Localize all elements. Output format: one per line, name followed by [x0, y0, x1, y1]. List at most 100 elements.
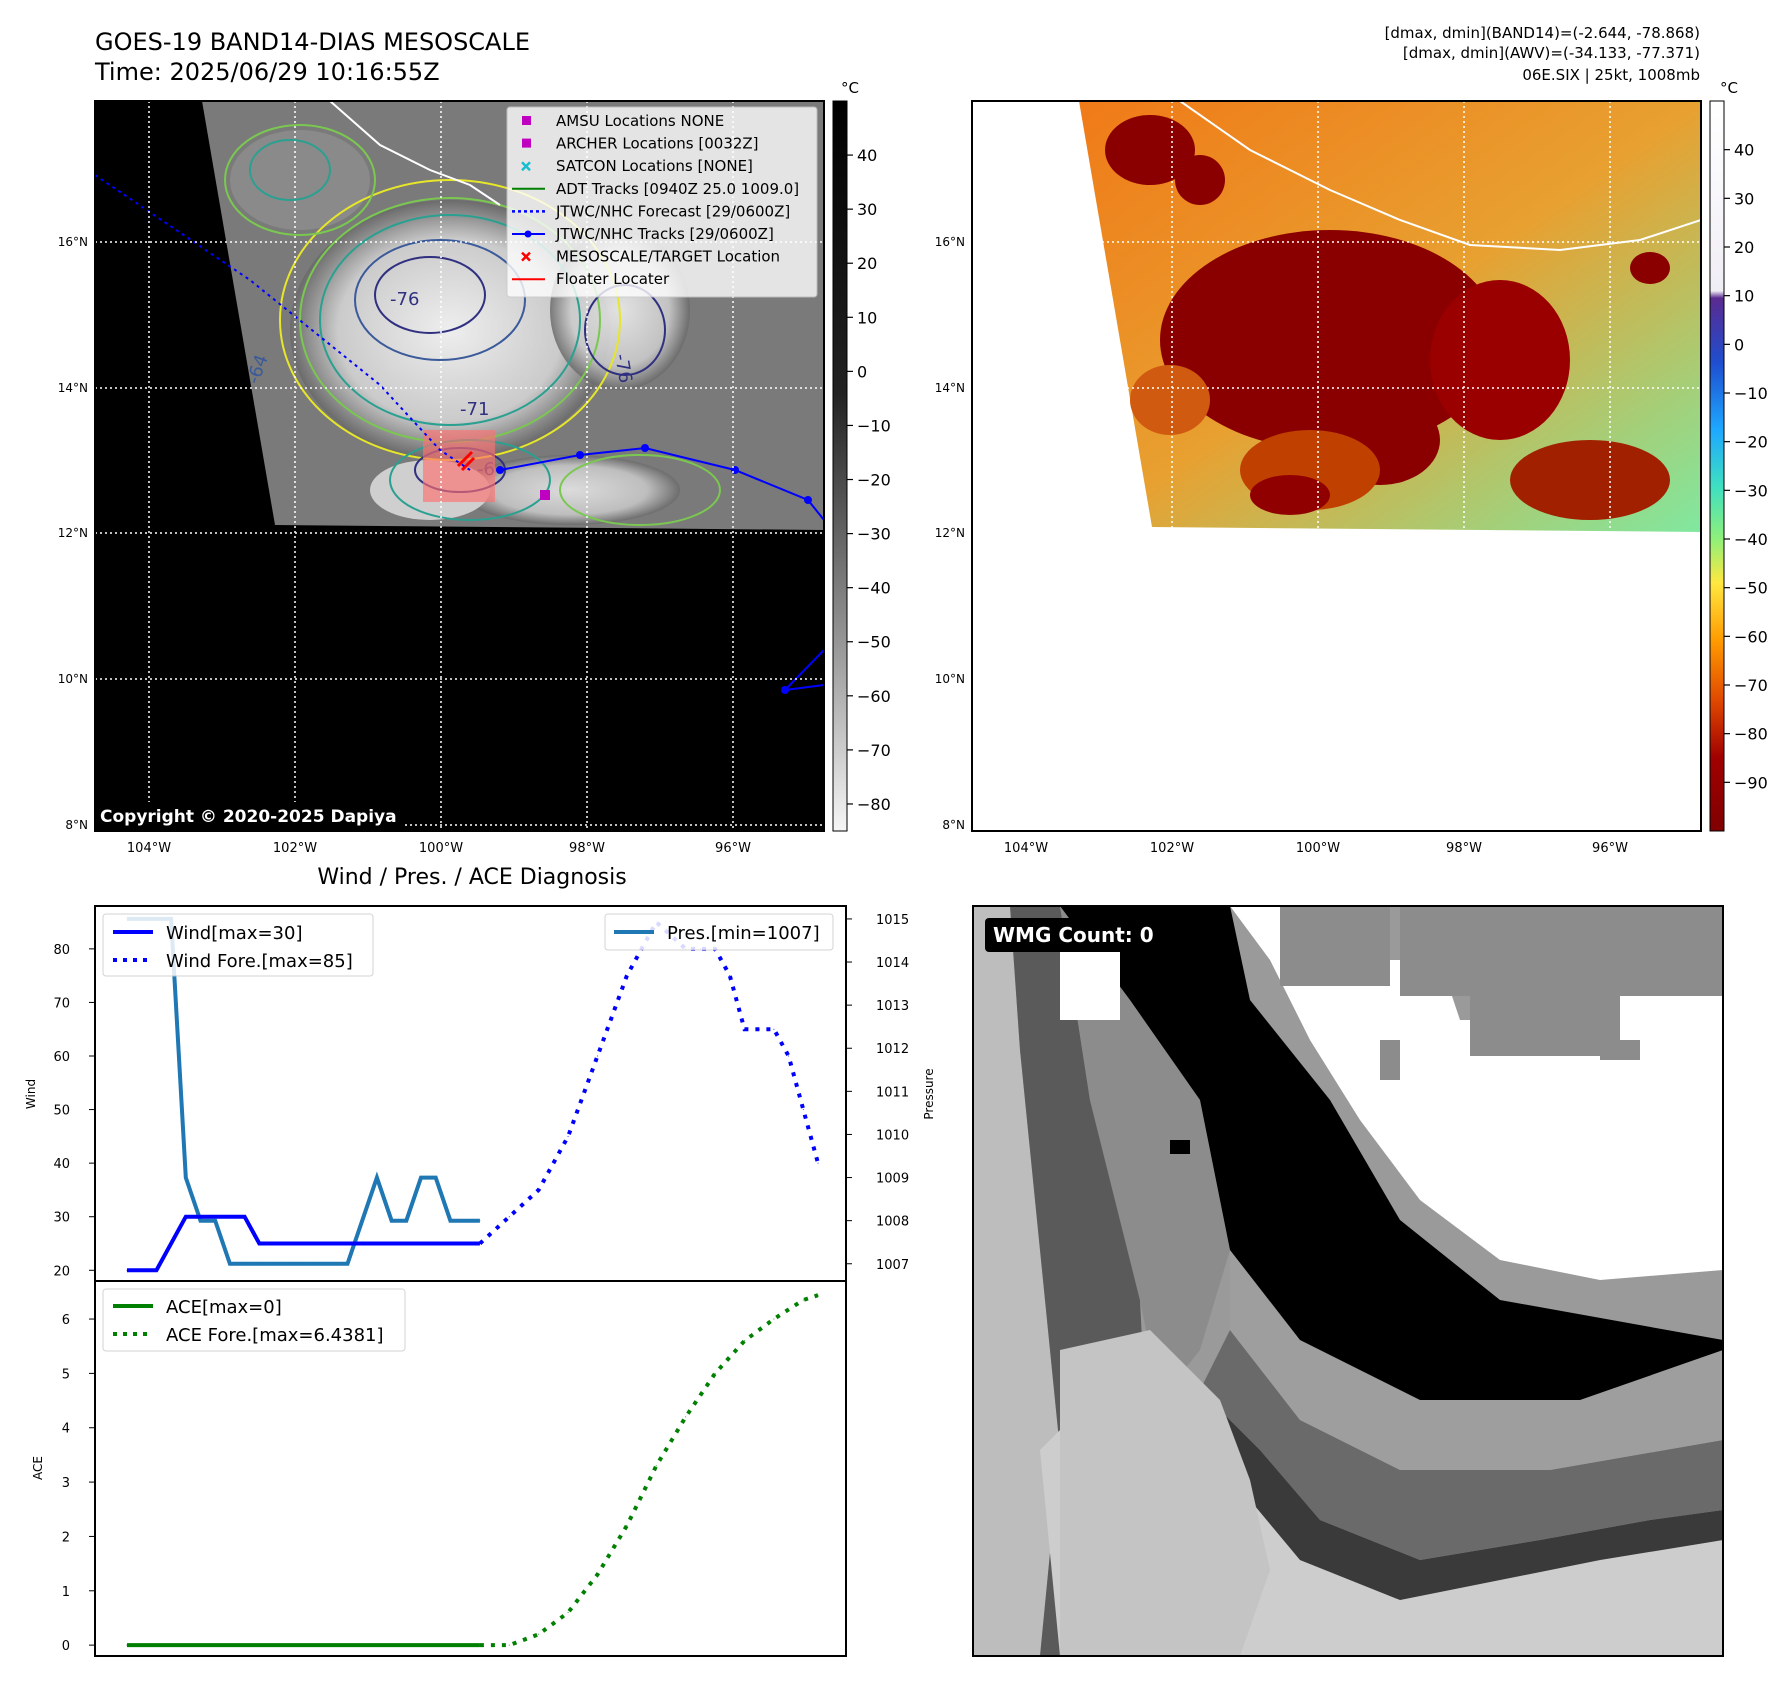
- lat-tick-14: 14°N: [58, 381, 88, 395]
- wind-ylabel: Wind: [24, 1079, 38, 1109]
- ace-tick: 2: [62, 1530, 70, 1545]
- figure-title: GOES-19 BAND14-DIAS MESOSCALE: [95, 28, 530, 56]
- lat-tick-8: 8°N: [65, 818, 88, 832]
- legend-entry: SATCON Locations [NONE]: [521, 157, 753, 175]
- wv-lat-tick-8: 8°N: [942, 818, 965, 832]
- wind-tick: 80: [53, 943, 70, 958]
- wv-colorbar-unit: °C: [1720, 79, 1738, 97]
- ace-panel: ACE 6 5 4 3 2 1 0 ACE[max=0] ACE Fore.[max=6.4…: [31, 1280, 847, 1657]
- ace-forecast-line-point: [817, 1294, 819, 1296]
- pressure-line-point: [449, 1220, 451, 1222]
- pressure-legend: Pres.[min=1007]: [604, 913, 834, 951]
- ace-legend-1: ACE[max=0]: [166, 1297, 282, 1318]
- wv-gridlines: [972, 101, 1701, 531]
- ir-colorbar: °C 40 30 20 10 0 −10 −20 −30 −40 −50 −60 −70 −80: [832, 79, 891, 832]
- lon-tick-104: 104°W: [127, 841, 171, 856]
- colorbar-tick: −80: [1734, 725, 1768, 744]
- colorbar-tick: −40: [857, 579, 891, 598]
- colorbar-tick: −70: [1734, 676, 1768, 695]
- wind-line-point: [361, 1243, 363, 1244]
- colorbar-tick: 20: [857, 254, 877, 273]
- wind-tick: 60: [53, 1050, 70, 1065]
- pressure-line-point: [376, 1177, 378, 1179]
- pressure-line-point: [244, 1263, 246, 1265]
- wind-line-point: [464, 1243, 466, 1244]
- lon-tick-102: 102°W: [273, 841, 317, 856]
- wv-imagery: [1079, 101, 1701, 532]
- ace-legend: ACE[max=0] ACE Fore.[max=6.4381]: [102, 1288, 406, 1352]
- pressure-tick: 1015: [876, 913, 909, 928]
- wind-forecast-line-point: [743, 1028, 745, 1030]
- legend-entry: ARCHER Locations [0032Z]: [522, 135, 759, 153]
- diagnosis-title: Wind / Pres. / ACE Diagnosis: [317, 865, 626, 890]
- pressure-tick: 1013: [876, 999, 909, 1014]
- ace-tick: 6: [62, 1313, 70, 1328]
- pressure-legend-1: Pres.[min=1007]: [667, 923, 820, 944]
- pressure-ylabel: Pressure: [922, 1068, 936, 1119]
- wind-forecast-line-point: [758, 1028, 760, 1030]
- wind-line-point: [155, 1269, 157, 1271]
- wind-forecast-line-point: [596, 1055, 598, 1057]
- legend-entry: MESOSCALE/TARGET Location: [521, 248, 780, 266]
- pressure-line-point: [391, 1220, 393, 1222]
- copyright: Copyright © 2020-2025 Dapiya: [100, 807, 397, 827]
- colorbar-tick: −20: [857, 471, 891, 490]
- colorbar-tick: 20: [1734, 238, 1754, 257]
- legend-label: MESOSCALE/TARGET Location: [556, 248, 780, 266]
- ir-map-legend: AMSU Locations NONE ARCHER Locations [003…: [506, 106, 818, 298]
- lat-tick-16: 16°N: [58, 235, 88, 249]
- pressure-line: [127, 916, 480, 1266]
- lat-tick-10: 10°N: [58, 672, 88, 686]
- pressure-line-point: [435, 1177, 437, 1179]
- colorbar-tick: −10: [1734, 384, 1768, 403]
- pressure-tick: 1008: [876, 1215, 909, 1230]
- wind-line-point: [317, 1243, 319, 1244]
- wind-line-point: [347, 1243, 349, 1244]
- wv-lon-tick-104: 104°W: [1004, 841, 1048, 856]
- ace-forecast-line-point: [508, 1644, 510, 1646]
- ace-tick: 0: [62, 1639, 70, 1654]
- pressure-line-point: [258, 1263, 260, 1265]
- ace-forecast-line-point: [773, 1318, 775, 1320]
- wind-legend-1: Wind[max=30]: [166, 923, 303, 944]
- wind-line-point: [435, 1243, 437, 1244]
- contour-label-1: -76: [390, 289, 419, 310]
- ir-colorbar-unit: °C: [841, 79, 859, 97]
- legend-entry: JTWC/NHC Tracks [29/0600Z]: [512, 225, 774, 243]
- pressure-line-point: [214, 1220, 216, 1222]
- pressure-line-point: [464, 1220, 466, 1222]
- ace-tick: 3: [62, 1476, 70, 1491]
- wind-forecast-line-point: [788, 1055, 790, 1057]
- ace-line-point: [126, 1644, 128, 1646]
- storm-summary: 06E.SIX | 25kt, 1008mb: [1522, 66, 1700, 84]
- wmg-count: WMG Count: 0: [993, 923, 1154, 947]
- pressure-tick: 1014: [876, 956, 909, 971]
- ace-ylabel: ACE: [31, 1456, 45, 1480]
- colorbar-tick: −50: [1734, 579, 1768, 598]
- contour-label-4: -71: [460, 399, 489, 420]
- ace-forecast-line-point: [802, 1299, 804, 1301]
- wv-lat-tick-10: 10°N: [935, 672, 965, 686]
- ace-forecast-line-point: [567, 1612, 569, 1614]
- dmax-awv: [dmax, dmin](AWV)=(-34.133, -77.371): [1403, 44, 1700, 62]
- wind-line-point: [229, 1216, 231, 1218]
- wind-forecast-line-point: [626, 975, 628, 977]
- wind-line-point: [258, 1243, 260, 1244]
- wv-lon-tick-98: 98°W: [1446, 841, 1482, 856]
- wind-line-point: [185, 1216, 187, 1218]
- pressure-line-point: [302, 1263, 304, 1265]
- wind-pressure-panel: Wind Pressure 80 70 60 50 40 30 20 1015 1014 101…: [24, 905, 936, 1282]
- ace-forecast-line-point: [743, 1340, 745, 1342]
- wind-line-point: [405, 1243, 407, 1244]
- colorbar-tick: −70: [857, 741, 891, 760]
- ace-forecast-line-point: [655, 1465, 657, 1467]
- wind-forecast-line-point: [479, 1243, 481, 1244]
- ace-forecast-line-point: [626, 1525, 628, 1527]
- wind-forecast-line-point: [802, 1109, 804, 1111]
- ir-map-panel: -76 -76 -64 -71 -6: [58, 100, 825, 856]
- wind-line-point: [214, 1216, 216, 1218]
- colorbar-tick: 40: [857, 146, 877, 165]
- wind-forecast-line-point: [567, 1135, 569, 1137]
- wind-line-point: [332, 1243, 334, 1244]
- pressure-line-point: [361, 1220, 363, 1222]
